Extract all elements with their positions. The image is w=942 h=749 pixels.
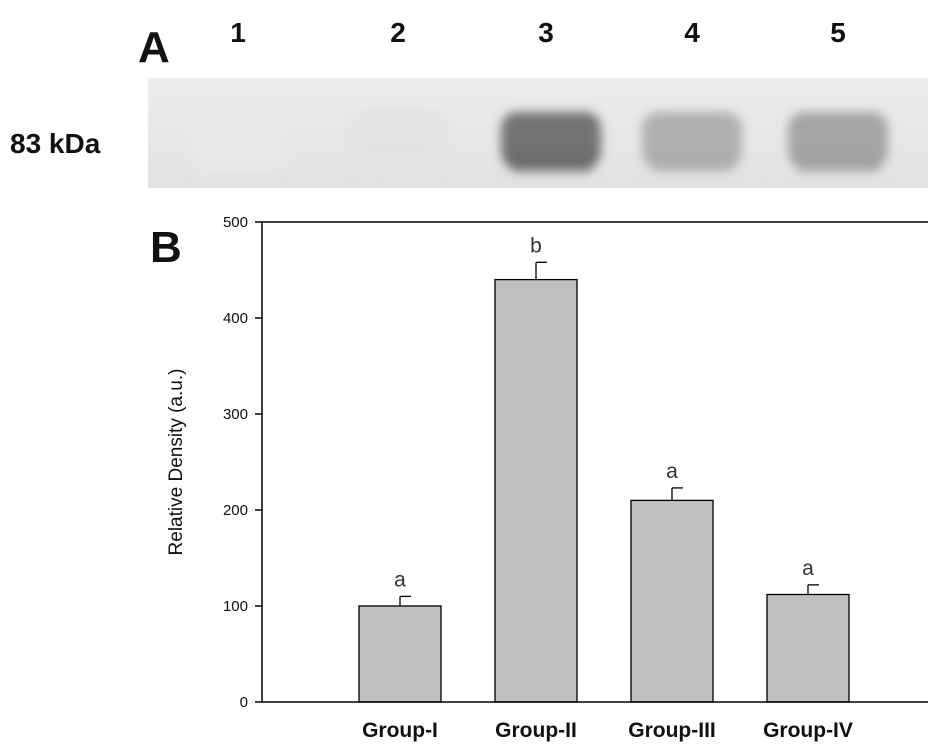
panel-b-label: B — [150, 223, 182, 272]
x-category-label: Group-I — [362, 719, 438, 742]
bars — [358, 278, 850, 703]
y-tick-label: 200 — [223, 502, 248, 519]
x-category-label: Group-IV — [763, 719, 853, 742]
panel-a-label: A — [138, 23, 170, 72]
x-category-label: Group-II — [495, 719, 577, 742]
significance-label: a — [802, 557, 814, 580]
y-tick-label: 300 — [223, 406, 248, 423]
blot-band-lower — [648, 150, 736, 172]
bar-group-ii — [494, 278, 578, 703]
error-bars — [399, 261, 819, 606]
lane-number: 1 — [230, 17, 246, 48]
y-tick-label: 500 — [223, 214, 248, 231]
y-tick-label: 0 — [240, 694, 248, 711]
lane-number: 5 — [830, 17, 846, 48]
y-axis-ticks: 0 100 200 300 400 500 — [223, 214, 262, 711]
bar-group-i — [358, 605, 442, 703]
lane-number: 4 — [684, 17, 700, 48]
x-category-label: Group-III — [628, 719, 716, 742]
lane-numbers: 1 2 3 4 5 — [230, 17, 846, 48]
lane-number: 2 — [390, 17, 406, 48]
y-tick-label: 100 — [223, 598, 248, 615]
y-tick-label: 400 — [223, 310, 248, 327]
y-axis-label: Relative Density (a.u.) — [166, 369, 187, 556]
bar-chart: B Relative Density (a.u.) 0 100 200 300 400 5… — [150, 214, 928, 742]
blot-band-lower — [194, 150, 282, 172]
blot-band-lower — [794, 150, 882, 172]
lane-number: 3 — [538, 17, 554, 48]
blot-band-lower — [507, 150, 595, 172]
significance-label: a — [394, 568, 406, 591]
bar-group-iii — [630, 499, 714, 703]
blot-panel: A 1 2 3 4 5 83 kDa — [10, 17, 928, 188]
blot-band-lower — [354, 150, 442, 172]
significance-labels: a b a a — [394, 234, 814, 591]
band-size-label: 83 kDa — [10, 128, 101, 159]
category-labels: Group-I Group-II Group-III Group-IV — [362, 719, 853, 742]
bar-group-iv — [766, 593, 850, 703]
lane-bands — [188, 112, 888, 172]
significance-label: b — [530, 234, 542, 257]
significance-label: a — [666, 460, 678, 483]
